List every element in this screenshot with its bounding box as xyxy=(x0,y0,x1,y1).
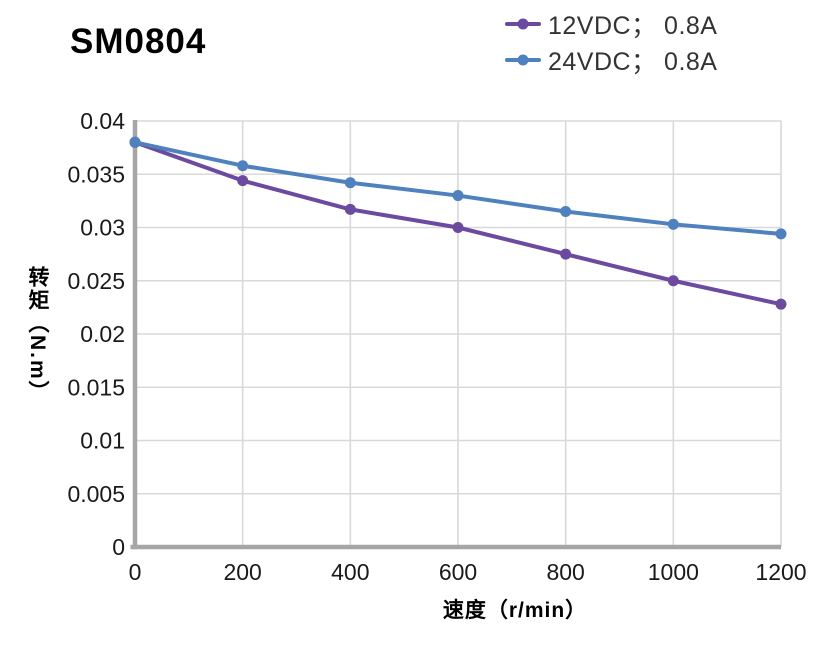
legend-marker-dot xyxy=(517,54,529,65)
y-tick-label: 0.04 xyxy=(80,108,125,134)
y-tick-label: 0.025 xyxy=(67,268,125,294)
y-tick-label: 0.03 xyxy=(80,215,125,241)
series-point-24vdc xyxy=(775,228,787,240)
series-point-12vdc xyxy=(237,175,249,187)
legend-item-24vdc: 24VDC； 0.8A xyxy=(505,42,717,77)
series-point-12vdc xyxy=(775,298,787,310)
legend-item-12vdc: 12VDC； 0.8A xyxy=(505,6,717,41)
series-point-24vdc xyxy=(667,218,679,230)
x-axis-title: 速度（r/min） xyxy=(442,599,588,622)
legend-marker-dot xyxy=(517,18,529,29)
x-tick-label: 400 xyxy=(331,559,369,585)
series-point-12vdc xyxy=(452,222,464,233)
legend-marker-24vdc xyxy=(505,54,541,65)
y-tick-label: 0.005 xyxy=(67,481,125,507)
y-tick-label: 0.01 xyxy=(80,428,125,454)
series-point-24vdc xyxy=(560,206,572,218)
y-tick-label: 0.015 xyxy=(67,374,125,400)
chart-title: SM0804 xyxy=(70,22,207,61)
x-tick-label: 800 xyxy=(546,559,584,585)
y-tick-label: 0 xyxy=(112,534,125,560)
y-axis-title: 转矩（N.m） xyxy=(26,266,49,404)
legend-marker-12vdc xyxy=(505,18,541,29)
x-tick-label: 1200 xyxy=(755,559,806,585)
series-point-12vdc xyxy=(667,275,679,287)
legend-label: 24VDC； 0.8A xyxy=(548,47,718,76)
series-point-12vdc xyxy=(344,203,356,215)
x-tick-label: 0 xyxy=(129,559,142,585)
y-tick-label: 0.02 xyxy=(80,321,125,347)
legend-label: 12VDC； 0.8A xyxy=(548,11,718,40)
y-tick-label: 0.035 xyxy=(67,161,125,187)
series-point-24vdc xyxy=(452,190,464,202)
x-tick-label: 600 xyxy=(439,559,477,585)
x-tick-label: 200 xyxy=(223,559,261,585)
legend: 12VDC； 0.8A 24VDC； 0.8A xyxy=(505,6,717,77)
series-point-24vdc xyxy=(129,136,141,148)
series-point-24vdc xyxy=(237,160,249,172)
x-tick-label: 1000 xyxy=(648,559,699,585)
series-point-12vdc xyxy=(560,248,572,260)
series-point-24vdc xyxy=(344,177,356,189)
